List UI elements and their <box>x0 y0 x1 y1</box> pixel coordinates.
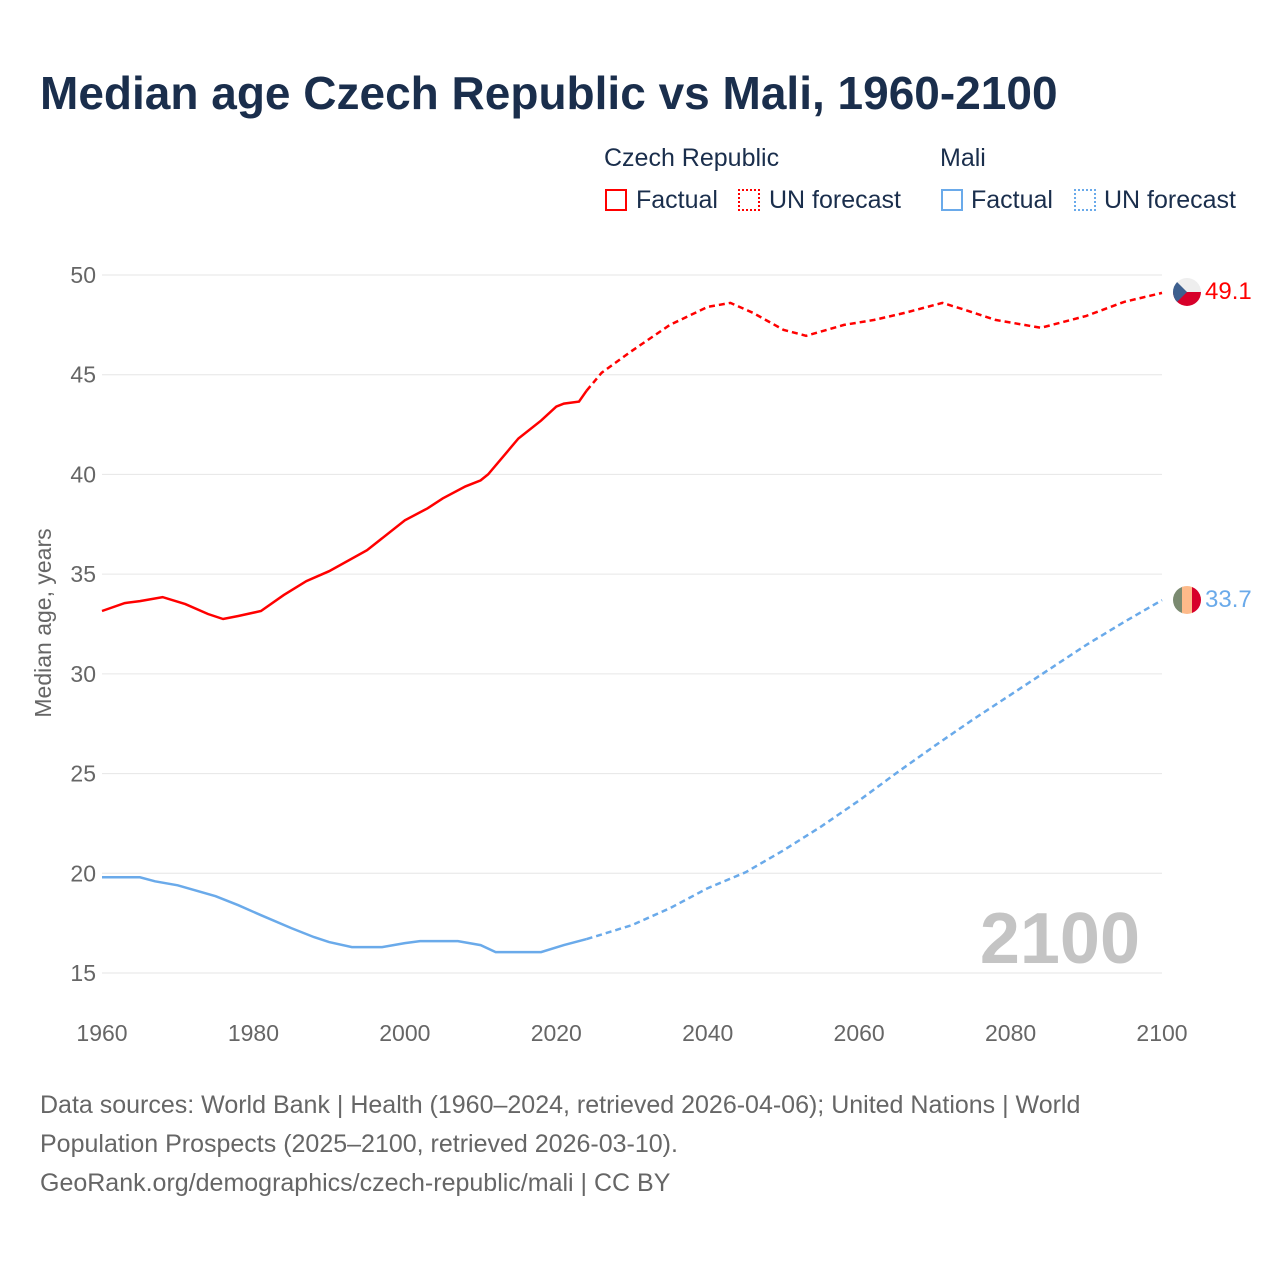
y-tick-label: 45 <box>70 362 96 388</box>
legend-mali-forecast[interactable]: UN forecast <box>1104 186 1236 214</box>
legend-cz-factual[interactable]: Factual <box>636 186 718 214</box>
y-tick-label: 35 <box>70 561 96 587</box>
x-tick-label: 2020 <box>531 1020 582 1046</box>
czech-republic-factual-line <box>101 389 588 621</box>
legend-mali-factual[interactable]: Factual <box>971 186 1053 214</box>
mali-end-label: 33.7 <box>1205 586 1252 613</box>
y-tick-label: 50 <box>70 262 96 288</box>
cz-end-label: 49.1 <box>1205 278 1252 305</box>
legend-mali-title: Mali <box>940 144 986 172</box>
mali-factual-line <box>102 876 587 954</box>
czech-republic-forecast-line <box>585 291 1163 392</box>
mali-flag-icon <box>1173 586 1201 614</box>
legend-cz-forecast-swatch <box>738 189 760 211</box>
x-tick-label: 2080 <box>985 1020 1036 1046</box>
y-axis-label: Median age, years <box>30 528 56 717</box>
chart-title: Median age Czech Republic vs Mali, 1960-… <box>40 67 1058 119</box>
x-tick-label: 2000 <box>379 1020 430 1046</box>
year-watermark: 2100 <box>980 899 1140 979</box>
footer: Data sources: World Bank | Health (1960–… <box>40 1086 1190 1203</box>
x-tick-label: 2100 <box>1136 1020 1187 1046</box>
legend-mali-factual-swatch <box>941 189 963 211</box>
footer-sources-1: Data sources: World Bank | Health (1960–… <box>40 1091 1081 1119</box>
x-tick-label: 1960 <box>76 1020 127 1046</box>
legend-cz-title: Czech Republic <box>604 144 780 172</box>
legend-cz-factual-swatch <box>605 189 627 211</box>
x-tick-label: 2040 <box>682 1020 733 1046</box>
y-tick-label: 25 <box>70 761 96 787</box>
y-tick-label: 30 <box>70 661 96 687</box>
y-tick-label: 20 <box>70 860 96 886</box>
y-tick-label: 15 <box>70 960 96 986</box>
y-tick-label: 40 <box>70 461 96 487</box>
legend-cz-forecast[interactable]: UN forecast <box>769 186 901 214</box>
czech-flag-icon <box>1173 278 1201 306</box>
mali-forecast-line <box>586 599 1163 941</box>
footer-url[interactable]: GeoRank.org/demographics/czech-republic/… <box>40 1169 671 1197</box>
x-tick-label: 1980 <box>228 1020 279 1046</box>
footer-sources-2: Population Prospects (2025–2100, retriev… <box>40 1130 678 1158</box>
legend-mali-forecast-swatch <box>1074 189 1096 211</box>
x-tick-label: 2060 <box>834 1020 885 1046</box>
